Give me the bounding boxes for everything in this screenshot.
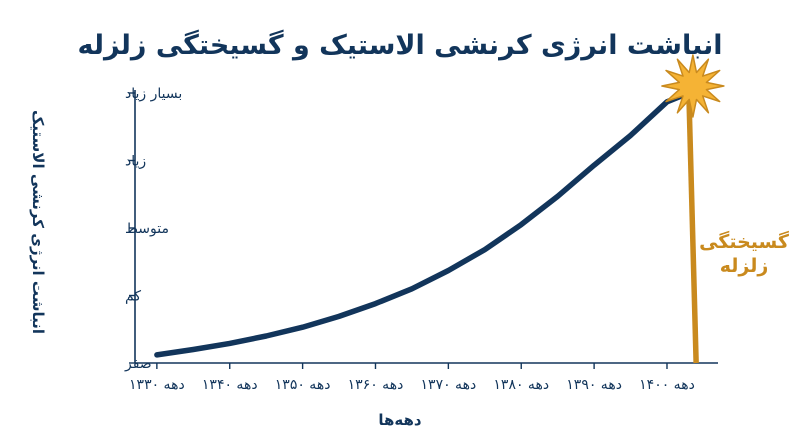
y-tick-label: متوسط	[125, 221, 169, 237]
axes: صفر کم متوسط زیاد بسیار زیاد دهه ۱۳۳۰ دهه ۱۳۴۰…	[124, 86, 718, 393]
x-tick-label: دهه ۱۳۷۰	[421, 377, 477, 393]
y-tick-label: بسیار زیاد	[125, 86, 182, 102]
y-axis-label: انباشت انرژی کرنشی الاستیک	[29, 110, 47, 334]
y-tick-label: صفر	[124, 356, 152, 372]
rupture-label-line: گسیختگی	[699, 230, 790, 253]
y-tick-label: کم	[125, 289, 141, 305]
x-tick-label: دهه ۱۳۳۰	[129, 377, 185, 393]
rupture-burst-icon	[661, 54, 725, 118]
x-tick-label: دهه ۱۳۴۰	[202, 377, 258, 393]
x-axis-label: دهه‌ها	[378, 411, 422, 429]
x-tick-label: دهه ۱۳۵۰	[275, 377, 331, 393]
chart-title: انباشت انرژی کرنشی الاستیک و گسیختگی زلز…	[77, 29, 722, 61]
y-tick-label: زیاد	[125, 154, 146, 170]
x-tick-label: دهه ۱۳۹۰	[566, 377, 622, 393]
rupture-line	[686, 92, 699, 364]
x-tick-label: دهه ۱۴۰۰	[639, 377, 695, 393]
series-layer	[154, 90, 692, 358]
x-tick-label: دهه ۱۳۸۰	[493, 377, 549, 393]
rupture-label-line: زلزله	[720, 255, 769, 277]
energy-curve-line	[154, 90, 692, 358]
x-tick-label: دهه ۱۳۶۰	[348, 377, 404, 393]
